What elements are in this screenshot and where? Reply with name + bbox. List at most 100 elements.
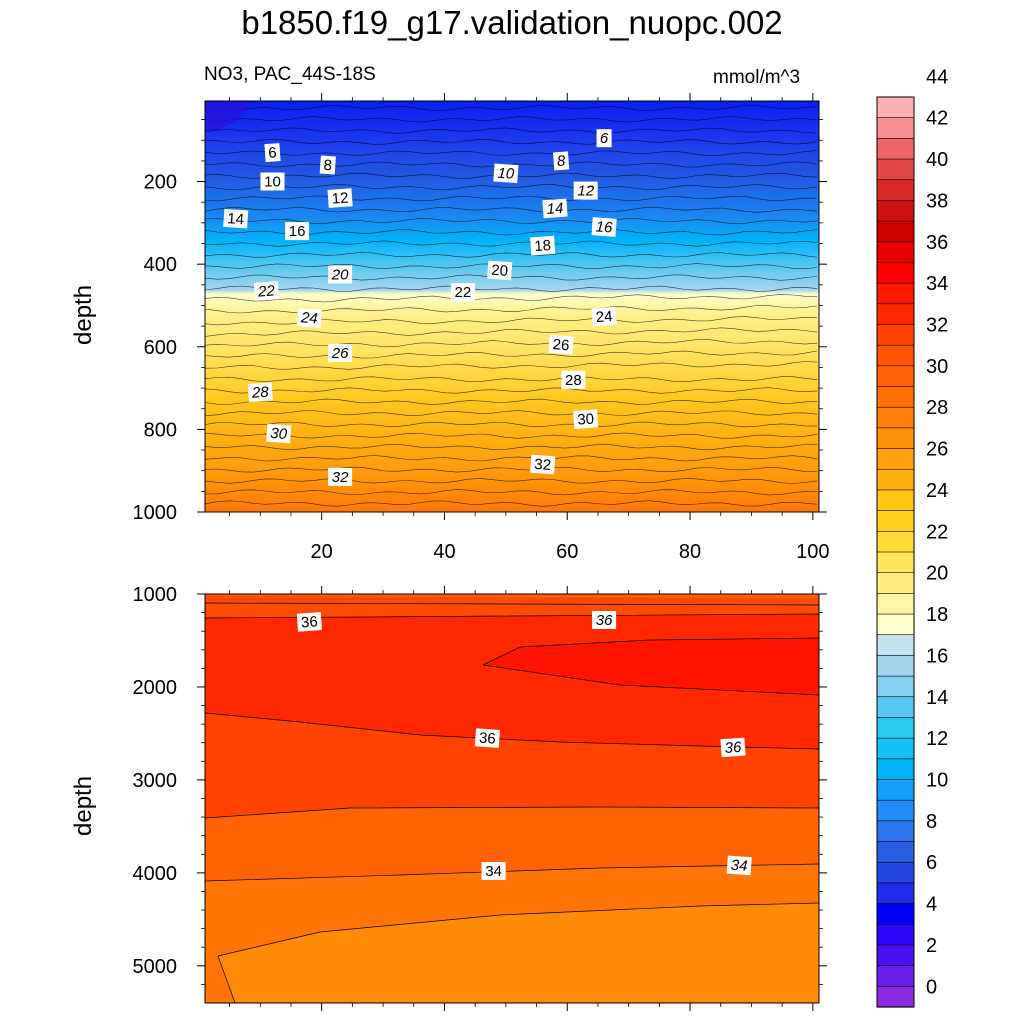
- upper-contour-label-text: 6: [600, 130, 609, 147]
- lower-contour-label-text: 36: [301, 613, 319, 631]
- colorbar-swatch: [876, 861, 915, 884]
- lower-contour-label-text: 36: [724, 739, 742, 757]
- colorbar-swatch: [876, 179, 915, 202]
- colorbar: 0246810121416182022242628303234363840424…: [876, 66, 948, 1008]
- upper-contour-label-text: 20: [331, 267, 349, 284]
- upper-contour-label: 32: [530, 454, 556, 475]
- upper-contour-label-text: 12: [331, 190, 349, 208]
- colorbar-swatch: [876, 406, 915, 429]
- upper-contour-label-text: 28: [250, 384, 269, 402]
- upper-contour-label-text: 12: [577, 183, 594, 200]
- upper-contour-label-text: 22: [257, 282, 276, 300]
- upper-field: [205, 101, 819, 512]
- colorbar-swatch: [876, 882, 915, 905]
- colorbar-swatch: [876, 510, 915, 532]
- colorbar-swatch: [876, 365, 915, 388]
- colorbar-swatch: [876, 448, 915, 470]
- upper-contour-line: [205, 398, 818, 405]
- colorbar-swatch: [876, 758, 915, 781]
- colorbar-swatch: [876, 282, 915, 305]
- upper-contour-label-text: 32: [332, 469, 349, 486]
- upper-contour-label: 10: [260, 172, 285, 191]
- lower-contour-label: 36: [474, 728, 500, 748]
- upper-contour-label-text: 24: [595, 308, 613, 326]
- colorbar-swatch: [876, 427, 915, 450]
- colorbar-swatch: [876, 489, 915, 512]
- upper-contour-line: [205, 466, 818, 473]
- upper-contour-line: [205, 150, 818, 157]
- lower-y-tick-label: 5000: [133, 956, 178, 978]
- lower-contour-label: 36: [720, 737, 746, 758]
- upper-contour-label: 20: [328, 265, 353, 284]
- lower-panel: 36 36 36 36 34 34 1000 2000 3000 4000 5000: [133, 584, 827, 1011]
- colorbar-swatch: [876, 923, 915, 946]
- upper-contour-label-text: 6: [268, 144, 278, 162]
- colorbar-swatch: [876, 655, 915, 677]
- upper-contour-label-text: 14: [227, 210, 245, 228]
- upper-contour-line: [205, 410, 818, 417]
- upper-y-tick-label: 600: [144, 337, 177, 359]
- colorbar-swatch: [876, 572, 915, 594]
- colorbar-swatch: [876, 551, 915, 574]
- colorbar-swatch: [876, 675, 915, 698]
- colorbar-swatch: [876, 696, 915, 719]
- upper-contour-label-text: 28: [565, 372, 582, 389]
- colorbar-swatch: [876, 262, 915, 284]
- upper-contour-label-text: 32: [534, 456, 552, 474]
- lower-contour-label: 34: [481, 862, 506, 880]
- colorbar-swatch: [876, 820, 915, 843]
- upper-contour-label-text: 30: [270, 425, 288, 443]
- upper-contour-line: [205, 252, 818, 258]
- upper-contour-line: [205, 339, 818, 348]
- upper-contour-label: 28: [561, 370, 586, 389]
- upper-contour-label-text: 8: [323, 157, 333, 175]
- colorbar-label: 8: [926, 811, 937, 833]
- lower-y-tick-label: 4000: [133, 863, 178, 885]
- upper-min-region: [205, 101, 250, 132]
- upper-contour-label: 8: [319, 155, 336, 175]
- colorbar-label: 26: [926, 439, 948, 461]
- colorbar-swatch: [876, 779, 915, 801]
- colorbar-label: 16: [926, 645, 948, 667]
- colorbar-swatch: [876, 593, 915, 615]
- colorbar-label: 20: [926, 563, 948, 585]
- upper-y-tick-label: 1000: [133, 502, 178, 524]
- upper-contour-label: 26: [548, 334, 574, 355]
- upper-contour-label: 8: [552, 151, 570, 171]
- chart-units: mmol/m^3: [713, 67, 801, 88]
- lower-band-37: [483, 638, 819, 695]
- upper-contour-label-text: 14: [546, 200, 564, 218]
- upper-contour-label: 22: [450, 283, 475, 302]
- lower-contour-label-text: 36: [596, 612, 613, 629]
- upper-contour-label: 28: [247, 382, 273, 403]
- upper-contour-label: 12: [327, 188, 353, 208]
- colorbar-label: 6: [926, 852, 937, 874]
- colorbar-swatch: [876, 965, 915, 987]
- upper-contour-label: 18: [530, 235, 556, 256]
- upper-contour-label-text: 18: [534, 237, 552, 255]
- colorbar-swatch: [876, 138, 915, 160]
- colorbar-swatch: [876, 944, 915, 967]
- upper-contour-label: 10: [493, 163, 519, 184]
- upper-contour-line: [205, 361, 818, 370]
- upper-contour-label: 16: [285, 222, 310, 241]
- upper-contour-line: [205, 327, 818, 337]
- lower-contour-label: 34: [726, 855, 752, 876]
- colorbar-label: 24: [926, 480, 948, 502]
- upper-contour-line: [205, 206, 818, 213]
- upper-contour-line: [205, 443, 818, 451]
- upper-contour-line: [205, 183, 818, 191]
- lower-band-32: [218, 903, 819, 1003]
- upper-contour-label: 6: [264, 143, 281, 163]
- colorbar-swatch: [876, 324, 915, 346]
- colorbar-swatch: [876, 799, 915, 822]
- colorbar-swatch: [876, 158, 915, 181]
- upper-contour-line: [205, 285, 818, 292]
- upper-contour-label-text: 30: [577, 411, 595, 429]
- upper-x-tick-label: 60: [556, 541, 578, 563]
- colorbar-swatch: [876, 468, 915, 491]
- upper-contour-label: 24: [296, 308, 322, 328]
- upper-contour-label-text: 22: [455, 284, 472, 301]
- upper-x-tick-label: 100: [796, 541, 829, 563]
- upper-contour-line: [205, 489, 818, 496]
